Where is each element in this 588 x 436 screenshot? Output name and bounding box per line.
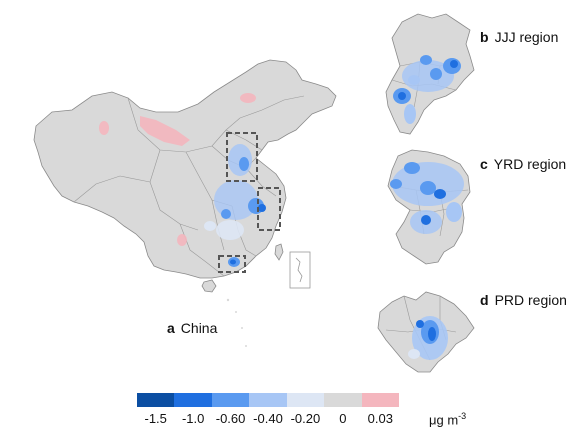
china-map [33,59,337,347]
panel-a-label: a China [167,320,217,336]
yrd-region-map [387,149,471,265]
panel-d-letter: d [480,292,489,308]
positive-change-areas [99,93,256,246]
legend-unit-base: μg m [429,412,459,428]
panel-c-label: c YRD region [480,156,566,172]
panel-a-name: China [180,320,218,336]
hainan-island [201,279,217,293]
colorbar-swatch [211,393,250,407]
colorbar-tick-label: -0.40 [253,411,283,426]
colorbar-swatch [174,393,212,407]
legend-unit: μg m-3 [429,411,466,427]
panel-c-letter: c [480,156,488,172]
colorbar-tick-label: -0.60 [215,411,246,426]
colorbar-swatch [137,393,175,407]
jjj-region-map [385,13,475,135]
prd-region-map [377,291,475,373]
panel-b-name: JJJ region [494,29,559,45]
taiwan-island [274,243,284,261]
colorbar-tick-label: -1.5 [144,411,167,426]
jjj-negative-areas [393,55,461,124]
panel-d-label: d PRD region [480,292,567,308]
yrd-highlight-box [257,187,281,231]
panel-b-label: b JJJ region [480,29,558,45]
panel-a-letter: a [167,320,175,336]
colorbar [137,393,399,407]
negative-change-areas [204,144,266,267]
south-china-sea-inset [289,251,311,289]
sea-islands [226,298,247,347]
legend-unit-exponent: -3 [458,411,467,421]
colorbar-swatch [286,393,325,407]
colorbar-tick-label: -0.20 [290,411,321,426]
panel-c-name: YRD region [493,156,567,172]
prd-highlight-box [218,255,246,273]
china-landmass [33,59,337,279]
panel-d-name: PRD region [494,292,567,308]
jjj-highlight-box [226,132,258,182]
prd-negative-areas [408,316,448,360]
colorbar-swatch [324,393,362,407]
colorbar-tick-label: 0.03 [367,411,393,426]
yrd-negative-areas [390,162,464,234]
panel-b-letter: b [480,29,489,45]
colorbar-swatch [249,393,287,407]
colorbar-tick-label: 0 [339,411,347,426]
colorbar-tick-label: -1.0 [181,411,205,426]
colorbar-swatch [361,393,399,407]
